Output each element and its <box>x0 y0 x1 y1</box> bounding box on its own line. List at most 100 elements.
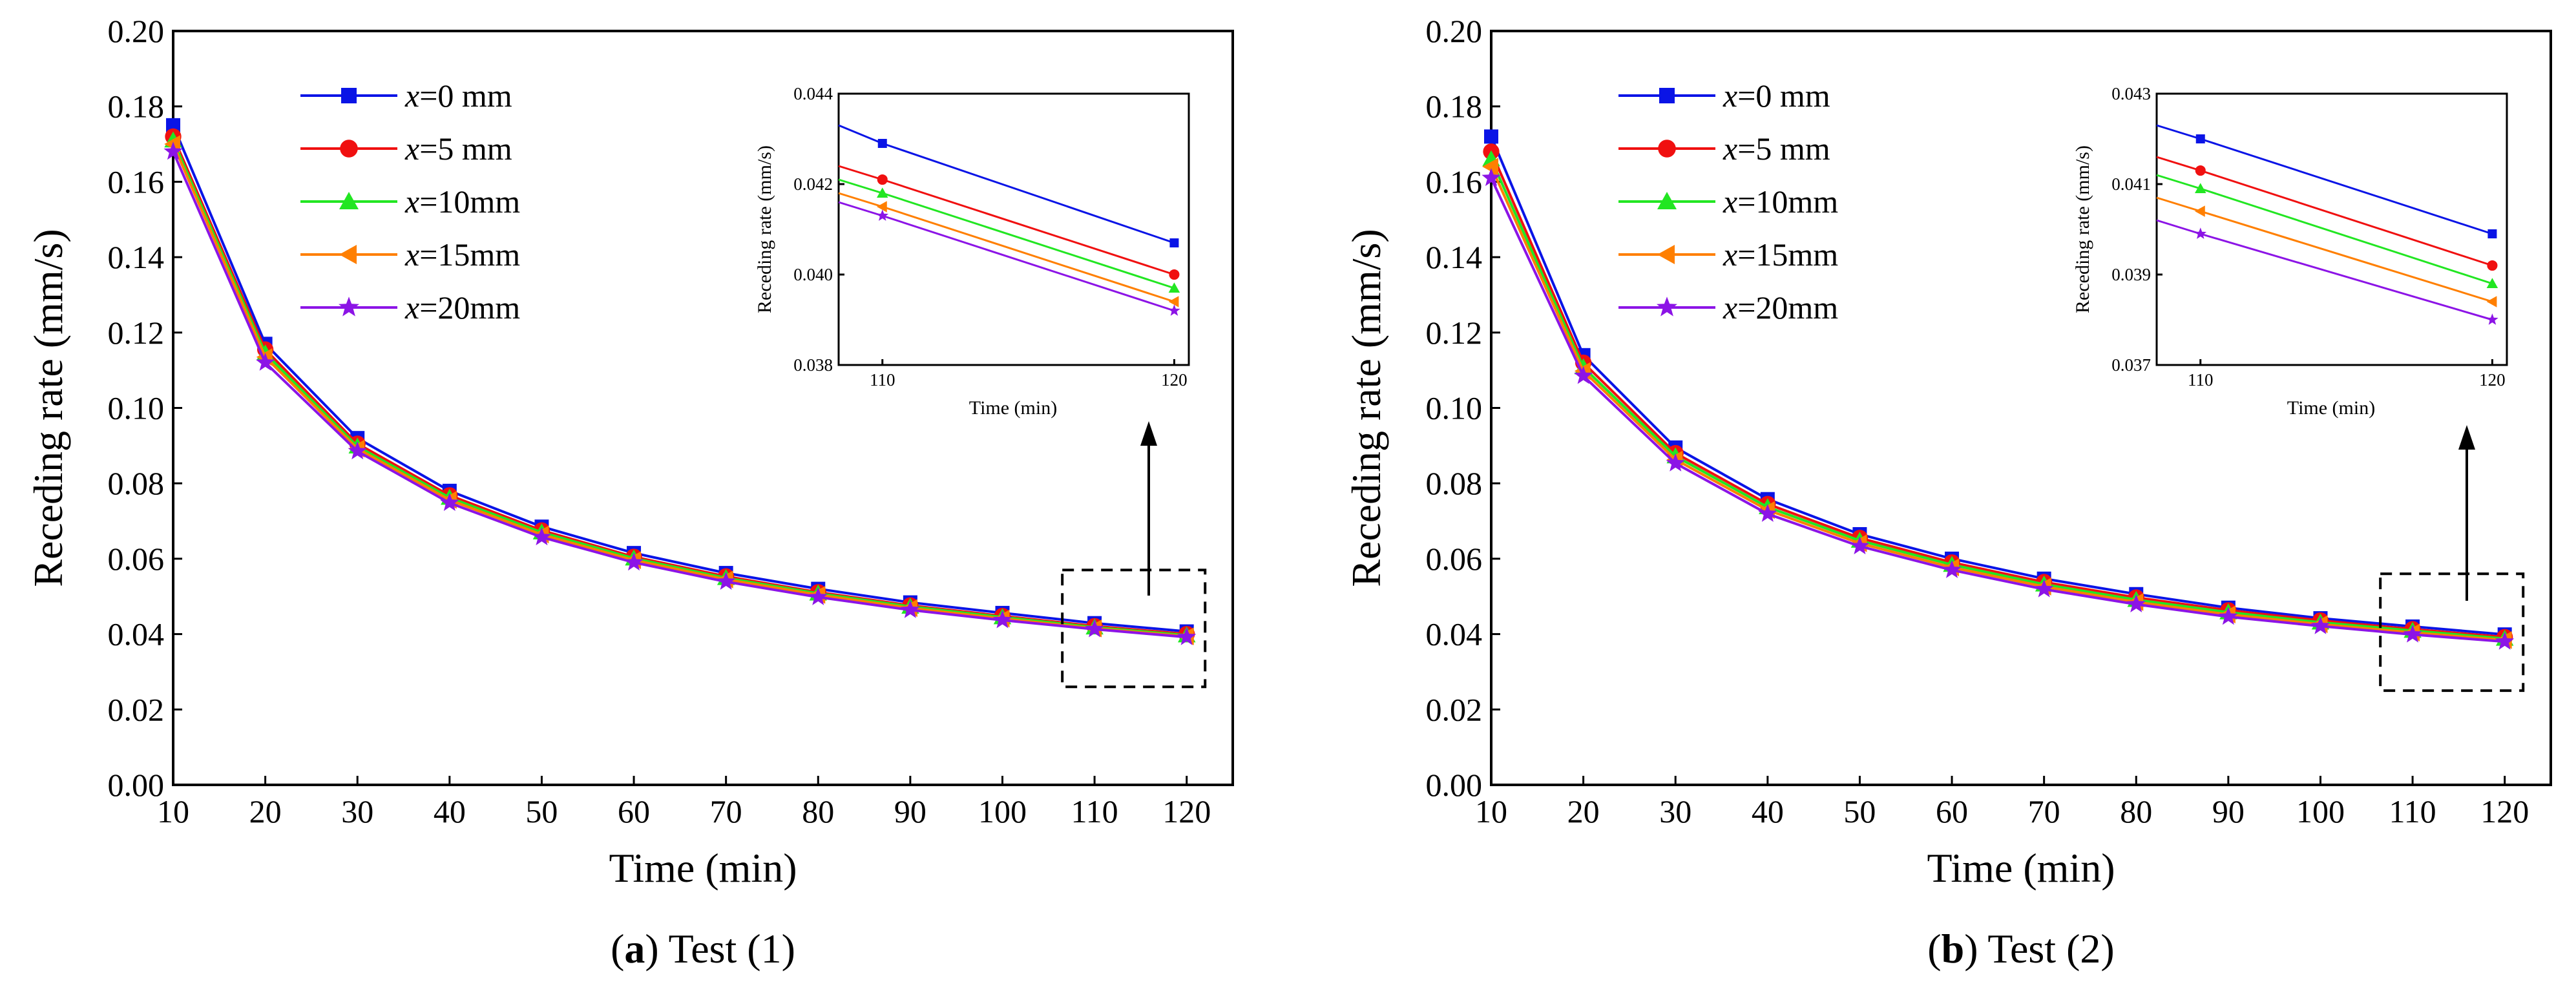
x-tick-label: 30 <box>1659 793 1691 829</box>
data-point-x0 <box>1484 129 1498 144</box>
caption-letter: b <box>1942 926 1965 972</box>
legend-marker-x20 <box>339 297 359 317</box>
data-point-x20 <box>2403 624 2422 643</box>
inset-y-axis-title: Receding rate (mm/s) <box>2072 145 2093 313</box>
legend-var: x <box>404 236 419 273</box>
x-tick-label: 50 <box>525 793 558 829</box>
series-line-x0 <box>1490 136 2505 636</box>
legend-rest: =0 mm <box>419 78 512 114</box>
series-line-x15 <box>1490 166 2505 641</box>
data-point-x20 <box>2035 579 2054 598</box>
x-axis-title: Time (min) <box>609 845 797 891</box>
x-tick-label: 90 <box>2212 793 2245 829</box>
inset-data-point-x15 <box>1168 296 1179 307</box>
x-tick-label: 70 <box>710 793 742 829</box>
inset-y-tick-label: 0.038 <box>793 355 833 375</box>
data-point-x20 <box>532 527 552 546</box>
y-tick-label: 0.10 <box>108 390 165 426</box>
y-tick-label: 0.04 <box>1426 616 1483 652</box>
inset-data-point-x10 <box>2486 278 2498 288</box>
chart-panel-a: 10 20 30 40 50 60 70 80 90 100 110 1200.000.020.040… <box>25 13 1234 972</box>
legend-label-x5: x=5 mm <box>404 130 512 167</box>
inset-data-point-x5 <box>1169 269 1180 280</box>
legend-var: x <box>1723 183 1737 220</box>
legend-var: x <box>404 130 419 167</box>
inset-data-point-x20 <box>876 209 889 221</box>
y-tick-label: 0.16 <box>1426 163 1483 200</box>
legend-label-x0: x=0 mm <box>404 78 512 114</box>
legend-var: x <box>1723 130 1737 167</box>
legend-rest: =5 mm <box>419 130 512 167</box>
legend-rest: =20mm <box>419 289 520 326</box>
legend-rest: =10mm <box>419 183 520 220</box>
data-point-x20 <box>2495 631 2515 650</box>
inset-x-tick-label: 120 <box>2479 370 2506 390</box>
x-tick-label: 40 <box>434 793 466 829</box>
legend-label-x0: x=0 mm <box>1723 78 1830 114</box>
legend-marker-x10 <box>339 192 359 209</box>
y-tick-label: 0.02 <box>1426 691 1483 727</box>
x-axis-title: Time (min) <box>1927 845 2115 891</box>
legend-rest: =20mm <box>1737 289 1838 326</box>
legend-marker-x5 <box>340 140 358 158</box>
data-point-x20 <box>2126 594 2146 612</box>
data-point-x20 <box>901 599 920 618</box>
legend-var: x <box>1723 78 1737 114</box>
legend-var: x <box>1723 236 1737 273</box>
x-tick-label: 80 <box>802 793 834 829</box>
data-point-x20 <box>992 610 1012 629</box>
legend-rest: =0 mm <box>1737 78 1830 114</box>
inset-data-point-x10 <box>1168 282 1180 293</box>
caption-text: ) Test (2) <box>1964 926 2115 972</box>
legend-marker-x0 <box>1659 88 1675 103</box>
inset-data-point-x10 <box>2195 183 2206 193</box>
x-tick-label: 70 <box>2028 793 2060 829</box>
series-line-x5 <box>1490 151 2505 639</box>
x-tick-label: 30 <box>341 793 373 829</box>
x-tick-label: 100 <box>2296 793 2345 829</box>
legend-var: x <box>404 289 419 326</box>
inset-data-point-x5 <box>877 174 888 185</box>
y-tick-label: 0.14 <box>1426 239 1483 275</box>
inset-data-point-x0 <box>877 139 887 148</box>
legend-label-x10: x=10mm <box>1723 183 1838 220</box>
zoom-region-box <box>1061 568 1207 689</box>
inset-data-point-x5 <box>2487 260 2498 271</box>
legend-label-x10: x=10mm <box>404 183 520 220</box>
data-point-x20 <box>440 493 459 511</box>
legend-rest: =5 mm <box>1737 130 1830 167</box>
inset-x-tick-label: 110 <box>2188 370 2214 390</box>
data-point-x20 <box>1482 168 1501 186</box>
x-tick-label: 120 <box>1162 793 1211 829</box>
inset-y-tick-label: 0.043 <box>2111 84 2151 103</box>
inset-data-point-x20 <box>1168 304 1180 316</box>
data-point-x20 <box>256 353 275 371</box>
data-point-x20 <box>1942 560 1962 578</box>
data-point-x20 <box>624 552 644 571</box>
x-tick-label: 80 <box>2120 793 2152 829</box>
x-tick-label: 120 <box>2480 793 2529 829</box>
y-tick-label: 0.00 <box>1426 767 1483 803</box>
x-tick-label: 110 <box>1071 793 1118 829</box>
data-point-x20 <box>1574 366 1593 384</box>
legend-label-x20: x=20mm <box>1723 289 1838 326</box>
y-tick-label: 0.06 <box>108 541 165 577</box>
y-tick-label: 0.02 <box>108 691 165 727</box>
inset-y-tick-label: 0.044 <box>793 84 833 103</box>
inset-y-tick-label: 0.041 <box>2111 174 2151 194</box>
caption-letter: a <box>624 926 645 972</box>
x-tick-label: 100 <box>978 793 1027 829</box>
y-tick-label: 0.08 <box>108 465 165 501</box>
zoom-arrow-head <box>1140 421 1157 446</box>
y-tick-label: 0.14 <box>108 239 165 275</box>
series-line-x10 <box>1490 158 2505 640</box>
x-tick-label: 60 <box>618 793 650 829</box>
series-line-x10 <box>172 140 1187 637</box>
data-point-x20 <box>348 441 367 460</box>
inset-data-point-x0 <box>2195 134 2205 143</box>
inset-data-point-x0 <box>2487 229 2497 238</box>
series-line-x20 <box>172 151 1187 639</box>
legend-marker-x5 <box>1658 140 1676 158</box>
